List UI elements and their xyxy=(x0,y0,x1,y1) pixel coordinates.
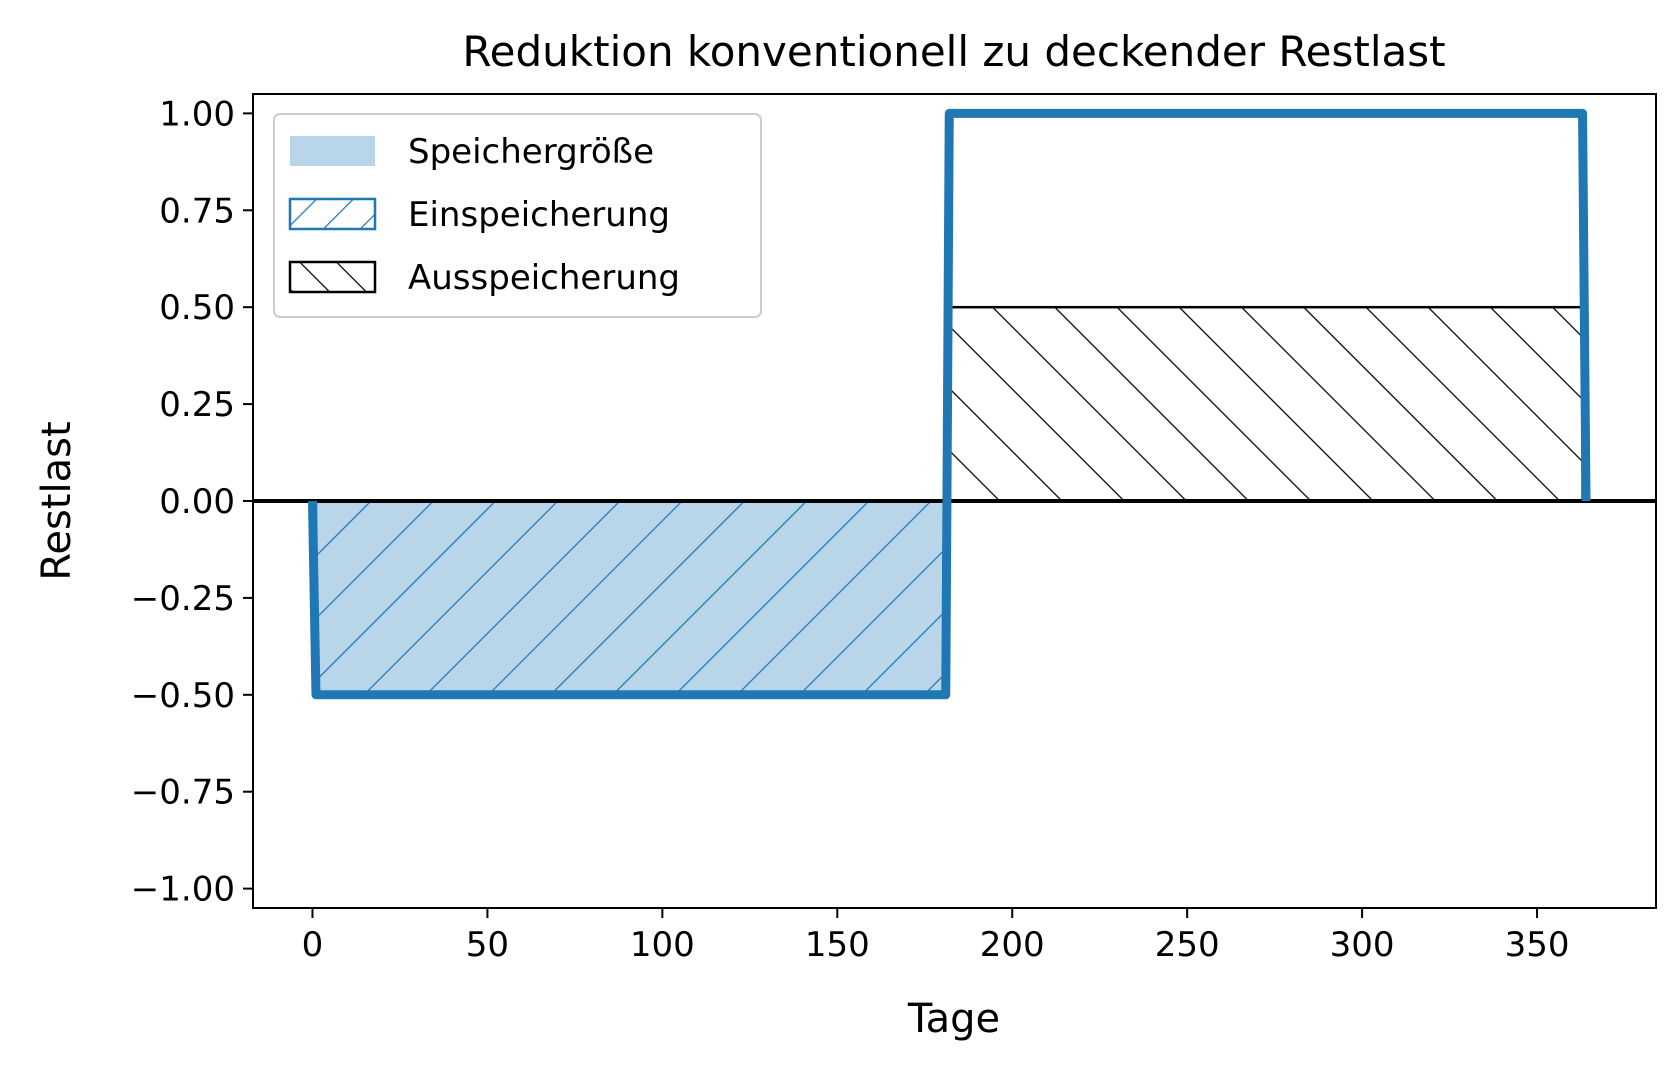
legend-label-einspeicherung: Einspeicherung xyxy=(408,195,670,235)
chart-title: Reduktion konventionell zu deckender Res… xyxy=(462,27,1445,76)
series-line-0 xyxy=(307,108,1591,700)
legend-swatch-speichergroesse xyxy=(290,136,375,166)
x-tick-label: 300 xyxy=(1330,925,1395,965)
x-tick-label: 100 xyxy=(630,925,695,965)
y-tick-label: −1.00 xyxy=(131,870,235,910)
x-axis: 0 50 100 150 200 250 300 350 xyxy=(302,908,1570,965)
y-tick-label: −0.25 xyxy=(131,579,235,619)
legend-swatch-ausspeicherung xyxy=(288,260,377,294)
y-tick-label: −0.75 xyxy=(131,773,235,813)
y-tick-label: −0.50 xyxy=(131,676,235,716)
legend-swatch-einspeicherung xyxy=(288,197,377,231)
chart-regions xyxy=(314,305,1584,697)
y-axis: 1.00 0.75 0.50 0.25 0.00 −0.25 −0.50 −0.75 −1.00 xyxy=(131,94,253,910)
y-axis-label: Restlast xyxy=(34,421,80,580)
y-tick-label: 0.00 xyxy=(159,482,235,522)
y-tick-label: 1.00 xyxy=(159,94,235,134)
legend-label-ausspeicherung: Ausspeicherung xyxy=(408,258,680,298)
series-layer xyxy=(307,108,1591,700)
region-einspeicherung xyxy=(314,499,948,697)
y-tick-label: 0.75 xyxy=(159,191,235,231)
x-tick-label: 0 xyxy=(302,925,324,965)
legend-label-speichergroesse: Speichergröße xyxy=(408,132,654,172)
x-tick-label: 150 xyxy=(805,925,870,965)
region-ausspeicherung xyxy=(948,305,1584,503)
x-axis-label: Tage xyxy=(907,996,1000,1042)
legend-frame xyxy=(273,113,762,318)
legend: Speichergröße Einspeicherung Ausspeicher… xyxy=(273,113,762,318)
x-tick-label: 200 xyxy=(980,925,1045,965)
y-tick-label: 0.25 xyxy=(159,385,235,425)
y-tick-label: 0.50 xyxy=(159,288,235,328)
x-tick-label: 250 xyxy=(1155,925,1220,965)
x-tick-label: 50 xyxy=(466,925,509,965)
x-tick-label: 350 xyxy=(1505,925,1570,965)
